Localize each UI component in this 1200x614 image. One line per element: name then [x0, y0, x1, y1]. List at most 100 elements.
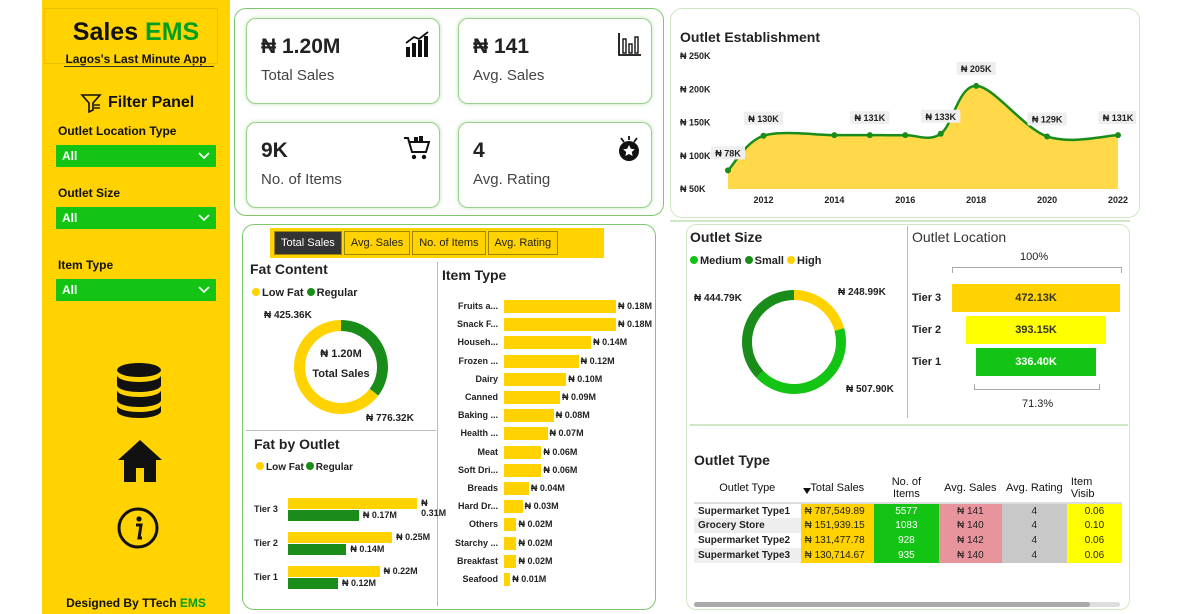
table-row[interactable]: Grocery Store ₦ 151,939.15 1083 ₦ 140 4 0.10 — [694, 518, 1122, 533]
bar-value-label: ₦ 0.07M — [549, 428, 584, 439]
bar-regular[interactable] — [288, 544, 347, 555]
fat-content-donut — [294, 320, 388, 414]
bar-value-label: ₦ 0.17M — [362, 510, 397, 520]
bar-low-fat[interactable] — [288, 566, 380, 577]
data-label-box — [743, 111, 784, 125]
column-header[interactable]: Total Sales — [800, 474, 874, 504]
funnel-bar[interactable]: 393.15K — [966, 316, 1106, 344]
item-type-bar[interactable] — [504, 318, 616, 332]
item-type-dropdown[interactable]: All — [56, 279, 216, 301]
table-cell: ₦ 130,714.67 — [800, 548, 874, 563]
tab-no-of-items[interactable]: No. of Items — [412, 231, 486, 255]
table-cell: Grocery Store — [698, 520, 765, 531]
bar-regular[interactable] — [288, 510, 359, 521]
table-scrollbar[interactable] — [694, 602, 1120, 607]
item-type-bar[interactable] — [504, 391, 560, 404]
area-fill — [728, 85, 1118, 189]
app-subtitle: Lagos's Last Minute App — [65, 52, 207, 66]
outlet-size-label: Outlet Size — [58, 186, 121, 200]
data-label: ₦ 131K — [1103, 113, 1134, 123]
rating-badge-icon — [619, 136, 639, 161]
data-point[interactable] — [902, 132, 909, 139]
info-icon[interactable] — [116, 506, 160, 550]
data-point[interactable] — [973, 82, 980, 89]
bar-regular[interactable] — [288, 578, 338, 589]
item-type-bar[interactable] — [504, 500, 523, 514]
funnel-bar[interactable]: 336.40K — [976, 348, 1096, 376]
title-divider — [64, 66, 214, 67]
data-label: ₦ 78K — [715, 148, 741, 158]
bar-value-label: ₦ 0.12M — [580, 355, 615, 366]
outlet-size-title: Outlet Size — [690, 229, 763, 245]
kpi-card-avg-rating: 4 Avg. Rating — [458, 122, 652, 208]
item-type-bar[interactable] — [504, 409, 554, 423]
high-value-label: ₦ 248.99K — [838, 287, 886, 298]
kpi-label: Avg. Rating — [473, 171, 551, 188]
table-row[interactable]: Supermarket Type3 ₦ 130,714.67 935 ₦ 140 4 0.… — [694, 548, 1122, 563]
data-point[interactable] — [831, 132, 838, 139]
database-icon[interactable] — [114, 362, 164, 418]
table-cell: ₦ 787,549.89 — [800, 503, 874, 518]
donut-center-value: ₦ 1.20M — [320, 348, 362, 360]
data-label: ₦ 129K — [1032, 114, 1063, 124]
filter-panel-heading: Filter Panel — [80, 92, 194, 114]
column-header[interactable]: Avg. Rating — [1001, 474, 1067, 504]
tab-avg-sales[interactable]: Avg. Sales — [343, 231, 411, 255]
table-row[interactable]: Supermarket Type2 ₦ 131,477.78 928 ₦ 142 4 0.… — [694, 533, 1122, 548]
table-cell: 935 — [873, 548, 939, 563]
item-type-bar[interactable] — [504, 482, 529, 495]
item-type-label: Breads — [467, 483, 498, 493]
outlet-type-title: Outlet Type — [694, 452, 770, 468]
data-point[interactable] — [866, 132, 873, 139]
data-point[interactable] — [760, 132, 767, 139]
tab-total-sales[interactable]: Total Sales — [274, 231, 342, 255]
data-point[interactable] — [1044, 133, 1051, 140]
bar-value-label: ₦ 0.31M — [421, 498, 447, 518]
item-type-bar[interactable] — [504, 427, 548, 441]
scrollbar-thumb[interactable] — [694, 602, 1090, 607]
bar-low-fat[interactable] — [288, 532, 393, 543]
funnel-bar[interactable]: 472.13K — [952, 284, 1120, 312]
item-type-label: Starchy ... — [454, 537, 498, 548]
item-type-bar[interactable] — [504, 372, 567, 386]
donut-slice-regular[interactable] — [341, 320, 388, 396]
funnel-bottom-bracket — [974, 384, 1100, 390]
donut-slice-high[interactable] — [794, 290, 845, 331]
column-chart-icon — [618, 33, 641, 56]
home-icon[interactable] — [116, 438, 164, 484]
item-type-bar[interactable] — [504, 354, 579, 368]
logo-box — [44, 8, 218, 64]
item-type-bar[interactable] — [504, 445, 542, 459]
tab-avg-rating[interactable]: Avg. Rating — [487, 231, 559, 255]
item-type-bar[interactable] — [504, 536, 517, 550]
column-header[interactable]: No. of Items — [873, 474, 939, 504]
donut-slice-medium[interactable] — [756, 328, 846, 395]
column-header[interactable]: Avg. Sales — [938, 474, 1002, 504]
bar-low-fat[interactable] — [288, 498, 418, 509]
data-point[interactable] — [1115, 132, 1121, 139]
bar-value-label: ₦ 0.06M — [543, 446, 578, 457]
table-cell: 1083 — [873, 518, 939, 533]
item-type-chart: Fruits a... ₦ 0.18M Snack F... ₦ 0.18M House… — [444, 298, 656, 592]
column-header[interactable]: Item Visib — [1066, 474, 1122, 504]
data-point[interactable] — [725, 167, 731, 174]
table-cell: ₦ 131,477.78 — [800, 533, 874, 548]
item-type-label: Item Type — [58, 258, 114, 272]
item-type-bar[interactable] — [504, 518, 517, 532]
column-header[interactable]: Outlet Type — [694, 474, 801, 504]
table-row[interactable]: Supermarket Type1 ₦ 787,549.89 5577 ₦ 141 4 0… — [694, 503, 1122, 518]
bar-value-label: ₦ 0.09M — [562, 392, 597, 402]
outlet-size-dropdown[interactable]: All — [56, 207, 216, 229]
donut-slice-small[interactable] — [742, 290, 794, 378]
item-type-bar[interactable] — [504, 463, 542, 477]
item-type-bar[interactable] — [504, 573, 511, 586]
table-cell: 0.06 — [1066, 533, 1122, 548]
item-type-bar[interactable] — [504, 554, 517, 568]
item-type-bar[interactable] — [504, 336, 592, 350]
small-value-label: ₦ 444.79K — [694, 293, 742, 304]
item-type-bar[interactable] — [504, 300, 616, 313]
outlet-location-type-dropdown[interactable]: All — [56, 145, 216, 167]
data-point[interactable] — [937, 130, 944, 137]
fat-by-outlet-chart: Tier 3 ₦ 0.31M ₦ 0.17M Tier 2 ₦ 0.25M ₦ 0.14M… — [250, 494, 446, 598]
bar-value-label: ₦ 0.06M — [543, 464, 578, 475]
